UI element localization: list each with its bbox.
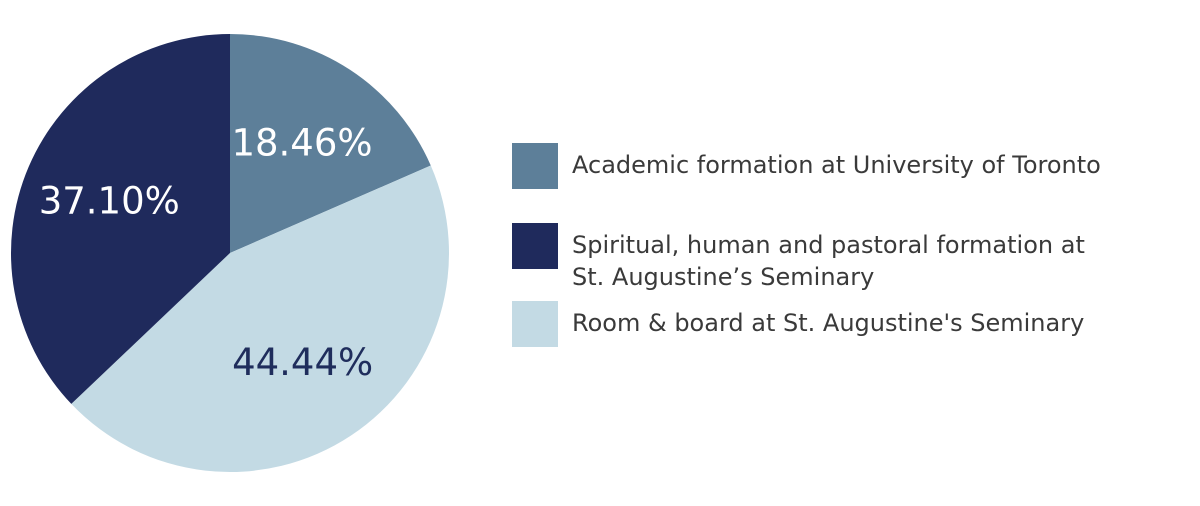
legend-label-academic-formation: Academic formation at University of Toro… <box>572 151 1101 179</box>
pie-chart: 18.46% 44.44% 37.10% <box>11 34 449 472</box>
legend-item-room-and-board: Room & board at St. Augustine's Seminary <box>512 301 1172 361</box>
pie-slice-spiritual-human-and-pastoral-formation-a <box>11 34 231 404</box>
legend-label-room-and-board: Room & board at St. Augustine's Seminary <box>572 309 1085 337</box>
legend-swatch-room-and-board <box>512 301 558 347</box>
pie-slice-academic-formation-at-university-of-toro <box>230 34 431 253</box>
legend: Academic formation at University of Toro… <box>512 143 1172 361</box>
pie-slice-label: 18.46% <box>231 122 372 165</box>
legend-swatch-academic-formation <box>512 143 558 189</box>
legend-item-academic-formation: Academic formation at University of Toro… <box>512 143 1172 223</box>
pie-slice-label: 44.44% <box>232 341 373 384</box>
legend-swatch-spiritual-formation <box>512 223 558 269</box>
legend-label-spiritual-formation: Spiritual, human and pastoral formation … <box>572 231 1085 291</box>
pie-slice-label: 37.10% <box>39 180 180 223</box>
legend-item-spiritual-formation: Spiritual, human and pastoral formation … <box>512 223 1172 301</box>
pie-slice-room-board-at-st-augustine-s-seminary <box>71 165 449 472</box>
